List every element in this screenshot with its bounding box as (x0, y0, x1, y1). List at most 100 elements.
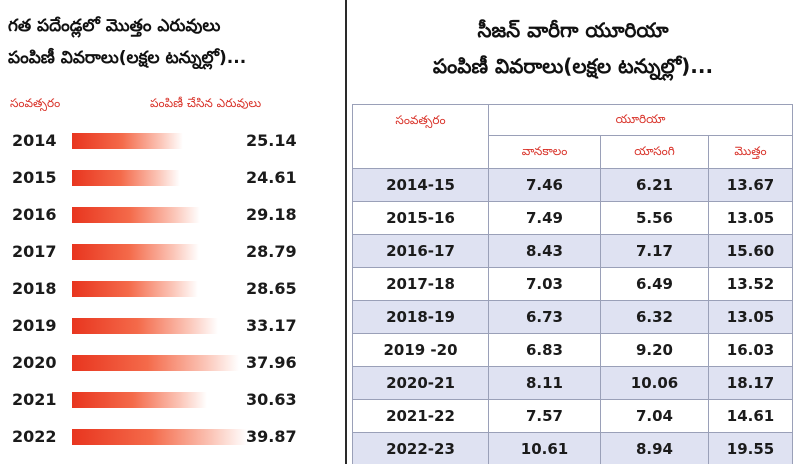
table-row: 2019 -20 6.83 9.20 16.03 (352, 333, 793, 367)
bar (72, 133, 183, 149)
cell-year: 2017-18 (352, 267, 489, 301)
bar-value-label: 28.79 (246, 242, 297, 261)
bar-year-label: 2020 (12, 353, 57, 372)
table-header-year: సంవత్సరం (352, 104, 489, 169)
cell-kharif: 6.73 (488, 300, 601, 334)
cell-total: 13.05 (708, 300, 793, 334)
bar-row: 2016 29.18 (0, 196, 342, 233)
bar-track (72, 244, 332, 260)
table-row: 2017-18 7.03 6.49 13.52 (352, 267, 793, 301)
bar-value-label: 37.96 (246, 353, 297, 372)
cell-year: 2014-15 (352, 168, 489, 202)
table-header-total: మొత్తం (708, 135, 793, 169)
cell-rabi: 8.94 (600, 432, 709, 464)
cell-year: 2016-17 (352, 234, 489, 268)
bar-value-label: 30.63 (246, 390, 297, 409)
cell-year: 2021-22 (352, 399, 489, 433)
bar-year-label: 2018 (12, 279, 57, 298)
bar (72, 429, 247, 445)
table-row: 2022-23 10.61 8.94 19.55 (352, 432, 793, 464)
bar-track (72, 281, 332, 297)
cell-rabi: 6.21 (600, 168, 709, 202)
table-row: 2018-19 6.73 6.32 13.05 (352, 300, 793, 334)
bar-value-label: 39.87 (246, 427, 297, 446)
left-title-line2: పంపిణీ వివరాలు(లక్షల టన్నుల్లో)... (8, 48, 247, 68)
cell-rabi: 7.17 (600, 234, 709, 268)
cell-total: 15.60 (708, 234, 793, 268)
bar-track (72, 318, 332, 334)
bar-row: 2018 28.65 (0, 270, 342, 307)
table-row: 2021-22 7.57 7.04 14.61 (352, 399, 793, 433)
cell-kharif: 6.83 (488, 333, 601, 367)
bar-year-label: 2019 (12, 316, 57, 335)
table-row: 2015-16 7.49 5.56 13.05 (352, 201, 793, 235)
bar (72, 244, 199, 260)
bar-track (72, 133, 332, 149)
bar (72, 207, 200, 223)
table-header-rabi: యాసంగి (600, 135, 709, 169)
bar-year-label: 2015 (12, 168, 57, 187)
bar-year-label: 2021 (12, 390, 57, 409)
cell-total: 16.03 (708, 333, 793, 367)
urea-table-panel: సీజన్ వారీగా యూరియా పంపిణీ వివరాలు(లక్షల… (350, 0, 796, 464)
cell-year: 2019 -20 (352, 333, 489, 367)
bar (72, 392, 207, 408)
bar (72, 170, 180, 186)
bar-value-label: 29.18 (246, 205, 297, 224)
fertilizer-chart-panel: గత పదేండ్లలో మొత్తం ఎరువులు పంపిణీ వివరా… (0, 0, 342, 464)
year-column-header: సంవత్సరం (10, 96, 61, 110)
bar-track (72, 355, 332, 371)
table-body: 2014-15 7.46 6.21 13.67 2015-16 7.49 5.56 13.05… (352, 168, 793, 464)
cell-year: 2022-23 (352, 432, 489, 464)
cell-rabi: 5.56 (600, 201, 709, 235)
bar-value-label: 24.61 (246, 168, 297, 187)
bar-track (72, 170, 332, 186)
bar-row: 2019 33.17 (0, 307, 342, 344)
bar-value-label: 33.17 (246, 316, 297, 335)
bar-year-label: 2014 (12, 131, 57, 150)
table-row: 2016-17 8.43 7.17 15.60 (352, 234, 793, 268)
panel-divider (345, 0, 347, 464)
bar-row: 2020 37.96 (0, 344, 342, 381)
cell-year: 2015-16 (352, 201, 489, 235)
cell-kharif: 7.57 (488, 399, 601, 433)
left-title: గత పదేండ్లలో మొత్తం ఎరువులు పంపిణీ వివరా… (8, 10, 338, 74)
cell-kharif: 8.43 (488, 234, 601, 268)
bar (72, 281, 198, 297)
cell-rabi: 7.04 (600, 399, 709, 433)
cell-kharif: 7.46 (488, 168, 601, 202)
cell-rabi: 6.49 (600, 267, 709, 301)
table-header-urea: యూరియా (488, 104, 793, 136)
left-title-line1: గత పదేండ్లలో మొత్తం ఎరువులు (8, 16, 221, 36)
cell-year: 2020-21 (352, 366, 489, 400)
cell-rabi: 6.32 (600, 300, 709, 334)
bar-track (72, 429, 332, 445)
cell-kharif: 7.03 (488, 267, 601, 301)
cell-total: 19.55 (708, 432, 793, 464)
bar-year-label: 2017 (12, 242, 57, 261)
bar (72, 318, 218, 334)
bar-row: 2015 24.61 (0, 159, 342, 196)
cell-year: 2018-19 (352, 300, 489, 334)
bar-row: 2022 39.87 (0, 418, 342, 455)
cell-total: 13.67 (708, 168, 793, 202)
bar-track (72, 207, 332, 223)
cell-kharif: 8.11 (488, 366, 601, 400)
cell-rabi: 10.06 (600, 366, 709, 400)
table-header-kharif: వానకాలం (488, 135, 601, 169)
right-title-line2: పంపిణీ వివరాలు(లక్షల టన్నుల్లో)... (432, 54, 714, 78)
right-title: సీజన్ వారీగా యూరియా పంపిణీ వివరాలు(లక్షల… (350, 12, 796, 84)
bar (72, 355, 239, 371)
value-column-header: పంపిణీ చేసిన ఎరువులు (150, 96, 262, 110)
right-title-line1: సీజన్ వారీగా యూరియా (477, 18, 669, 42)
cell-total: 18.17 (708, 366, 793, 400)
cell-kharif: 7.49 (488, 201, 601, 235)
table-row: 2020-21 8.11 10.06 18.17 (352, 366, 793, 400)
cell-rabi: 9.20 (600, 333, 709, 367)
cell-total: 13.52 (708, 267, 793, 301)
bar-value-label: 25.14 (246, 131, 297, 150)
bar-year-label: 2022 (12, 427, 57, 446)
bar-row: 2021 30.63 (0, 381, 342, 418)
bar-rows: 2014 25.14 2015 24.61 2016 29.18 2017 28.79 2018… (0, 122, 342, 455)
